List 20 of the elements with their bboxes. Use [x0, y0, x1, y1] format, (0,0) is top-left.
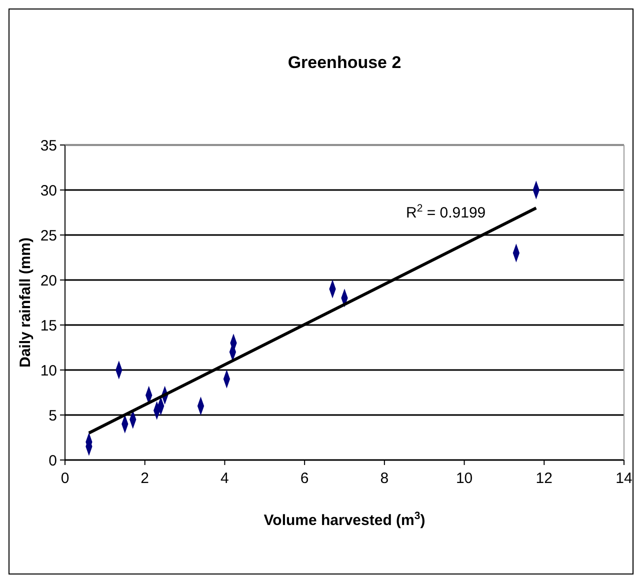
x-axis-title: Volume harvested (m$^{3}$) — [264, 510, 426, 529]
y-tick-label: 15 — [40, 317, 57, 334]
y-tick-label: 20 — [40, 272, 57, 290]
y-tick-label: 35 — [40, 137, 57, 154]
y-tick-label: 30 — [40, 182, 57, 200]
y-tick-label: 5 — [48, 407, 57, 424]
x-tick-label: 10 — [456, 470, 473, 487]
x-tick-label: 0 — [60, 470, 70, 487]
x-tick-label: 12 — [536, 470, 552, 487]
x-tick-label: 2 — [140, 470, 150, 487]
y-tick-label: 10 — [40, 362, 57, 380]
chart-title: Greenhouse 2 — [288, 53, 402, 72]
annotation: R$^{2}$ = 0.9199 — [406, 202, 486, 222]
x-tick-label: 6 — [300, 470, 309, 487]
y-tick-label: 0 — [48, 452, 57, 470]
y-tick-label: 25 — [40, 227, 57, 244]
x-tick-label: 8 — [380, 470, 389, 487]
x-tick-label: 14 — [616, 470, 632, 487]
y-axis-title: Daily rainfall (mm) — [17, 237, 34, 368]
x-tick-label: 4 — [220, 470, 229, 487]
